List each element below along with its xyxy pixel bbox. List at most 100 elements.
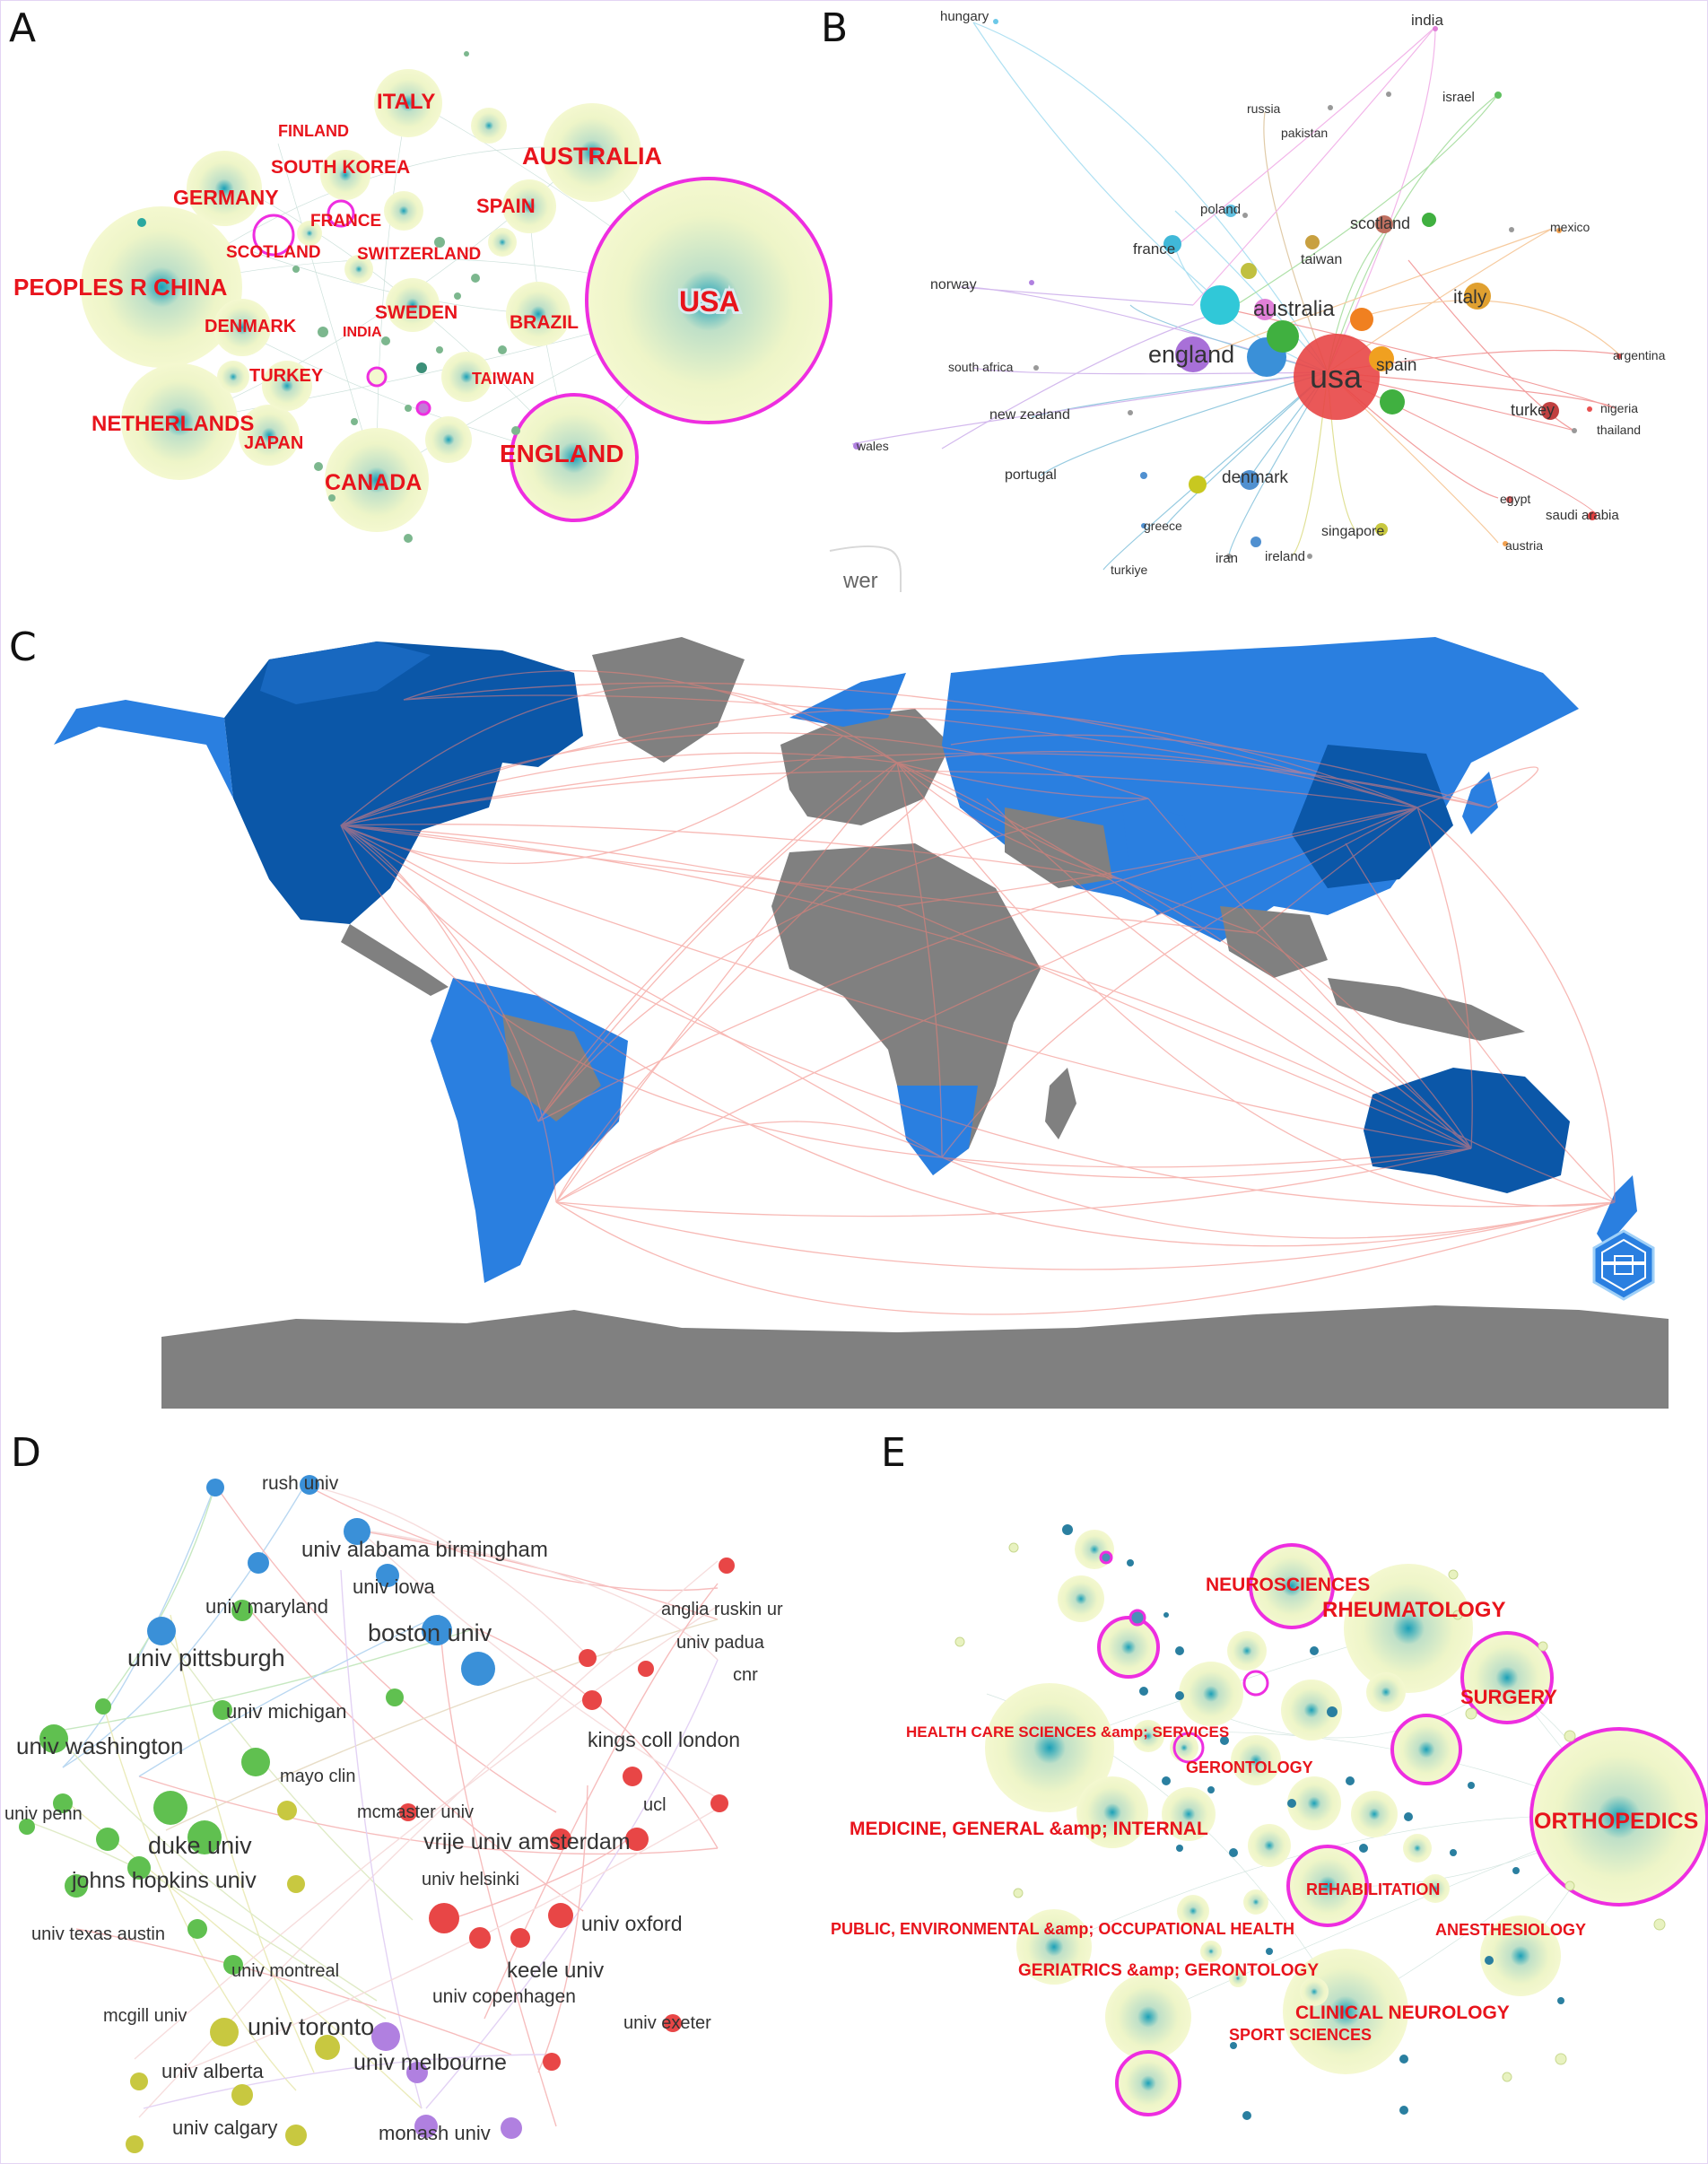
panel-d-labels: rush univ univ alabama birmingham univ i… (4, 1473, 783, 2144)
label-taiwan: taiwan (1301, 252, 1342, 267)
label-iran: iran (1216, 551, 1238, 566)
map-japan (1462, 772, 1498, 834)
label-public-environmental-occupational-health: PUBLIC, ENVIRONMENTAL &amp; OCCUPATIONAL… (831, 1920, 1294, 1938)
label-univ-exeter: univ exeter (623, 2013, 711, 2033)
label-denmark: denmark (1222, 468, 1288, 487)
label-univ-montreal: univ montreal (231, 1961, 339, 1981)
label-monash-univ: monash univ (379, 2122, 491, 2144)
label-brazil: BRAZIL (510, 312, 579, 333)
label-univ-penn: univ penn (4, 1804, 83, 1824)
label-hungary: hungary (940, 9, 989, 24)
label-vrije-univ-amsterdam: vrije univ amsterdam (423, 1829, 631, 1854)
label-thailand: thailand (1597, 423, 1641, 437)
panel-b-letter: B (821, 5, 849, 51)
label-duke-univ: duke univ (148, 1832, 252, 1859)
label-norway: norway (930, 277, 977, 292)
map-north-america (224, 641, 583, 924)
label-rheumatology: RHEUMATOLOGY (1322, 1598, 1505, 1622)
panel-c-letter: C (9, 624, 37, 670)
label-peoples-r-china: PEOPLES R CHINA (13, 274, 228, 301)
label-australia: australia (1253, 297, 1335, 321)
panel-d: D (0, 1427, 843, 2164)
map-australia (1364, 1068, 1570, 1193)
label-australia: AUSTRALIA (522, 143, 662, 170)
label-south-korea: SOUTH KOREA (271, 157, 410, 178)
label-mcmaster-univ: mcmaster univ (357, 1802, 474, 1822)
label-south-africa: south africa (948, 360, 1014, 374)
label-univ-maryland: univ maryland (205, 1595, 328, 1618)
label-italy: ITALY (377, 90, 435, 114)
label-japan: JAPAN (244, 433, 303, 453)
label-egypt: egypt (1500, 492, 1530, 506)
label-univ-iowa: univ iowa (353, 1575, 435, 1598)
label-india: INDIA (343, 325, 382, 340)
label-rehabilitation: REHABILITATION (1306, 1880, 1440, 1898)
label-surgery: SURGERY (1460, 1686, 1557, 1708)
label-usa: usa (1310, 358, 1363, 395)
label-anesthesiology: ANESTHESIOLOGY (1435, 1921, 1586, 1939)
panel-a: A (0, 0, 843, 592)
label-univ-copenhagen: univ copenhagen (432, 1986, 576, 2007)
label-poland: poland (1200, 202, 1241, 217)
label-medicine-general-internal: MEDICINE, GENERAL &amp; INTERNAL (850, 1819, 1208, 1839)
label-neurosciences: NEUROSCIENCES (1206, 1575, 1370, 1595)
label-univ-oxford: univ oxford (581, 1912, 683, 1935)
label-spain: spain (1376, 356, 1416, 375)
label-taiwan: TAIWAN (472, 370, 535, 388)
label-rush-univ: rush univ (262, 1473, 339, 1494)
label-univ-alabama-birmingham: univ alabama birmingham (301, 1538, 548, 1562)
label-sport-sciences: SPORT SCIENCES (1229, 2026, 1372, 2044)
label-univ-melbourne: univ melbourne (353, 2050, 507, 2075)
label-turkiye: turkiye (1111, 563, 1147, 577)
label-portugal: portugal (1005, 467, 1057, 483)
label-turkey: turkey (1511, 401, 1555, 419)
panel-d-network: rush univ univ alabama birmingham univ i… (4, 1473, 783, 2153)
label-pakistan: pakistan (1281, 126, 1328, 140)
label-france: FRANCE (310, 212, 381, 231)
label-italy: italy (1453, 287, 1487, 308)
label-saudi-arabia: saudi arabia (1546, 508, 1619, 523)
panel-e-labels: NEUROSCIENCES RHEUMATOLOGY SURGERY HEALT… (831, 1575, 1698, 2044)
panel-e-letter: E (881, 1430, 906, 1476)
label-nigeria: nigeria (1600, 401, 1638, 415)
label-keele-univ: keele univ (507, 1959, 604, 1983)
label-turkey: TURKEY (249, 366, 324, 386)
label-wales: wales (856, 439, 889, 453)
label-scotland: scotland (1350, 214, 1410, 232)
label-india: india (1411, 12, 1443, 29)
label-israel: israel (1442, 90, 1475, 105)
label-england: england (1148, 341, 1234, 368)
panel-b-network: hungary india russia israel pakistan pol… (829, 9, 1666, 592)
label-cnr: cnr (733, 1665, 758, 1685)
panel-d-letter: D (11, 1430, 41, 1476)
panel-a-letter: A (9, 5, 37, 51)
label-finland: FINLAND (278, 122, 349, 140)
label-austria: austria (1505, 538, 1543, 553)
label-univ-helsinki: univ helsinki (422, 1870, 519, 1889)
label-clinical-neurology: CLINICAL NEUROLOGY (1295, 2003, 1510, 2023)
label-univ-pittsburgh: univ pittsburgh (127, 1645, 285, 1671)
label-ucl: ucl (643, 1795, 667, 1815)
panel-e: E (825, 1427, 1708, 2164)
label-boston-univ: boston univ (368, 1619, 492, 1646)
world-collaboration-map (54, 637, 1669, 1409)
label-russia: russia (1247, 101, 1281, 116)
label-denmark: DENMARK (205, 317, 297, 336)
label-anglia-ruskin-ur: anglia ruskin ur (661, 1600, 783, 1619)
label-switzerland: SWITZERLAND (357, 245, 481, 264)
cropped-legend-text: wer (842, 569, 878, 592)
label-sweden: SWEDEN (375, 302, 458, 323)
label-canada: CANADA (325, 470, 422, 495)
label-gerontology: GERONTOLOGY (1186, 1758, 1313, 1776)
collaboration-links (340, 669, 1616, 1315)
label-johns-hopkins-univ: johns hopkins univ (71, 1868, 257, 1893)
label-new-zealand: new zealand (989, 407, 1070, 423)
panel-e-network: NEUROSCIENCES RHEUMATOLOGY SURGERY HEALT… (831, 1524, 1708, 2120)
map-new-zealand (1597, 1175, 1637, 1247)
label-geriatrics-gerontology: GERIATRICS &amp; GERONTOLOGY (1018, 1961, 1319, 1980)
label-univ-calgary: univ calgary (172, 2116, 277, 2139)
panel-c: C (0, 619, 1708, 1409)
panel-b: B (807, 0, 1708, 592)
label-usa: USA (679, 285, 740, 318)
panel-a-labels: ITALY FINLAND AUSTRALIA SOUTH KOREA GERM… (13, 90, 743, 495)
